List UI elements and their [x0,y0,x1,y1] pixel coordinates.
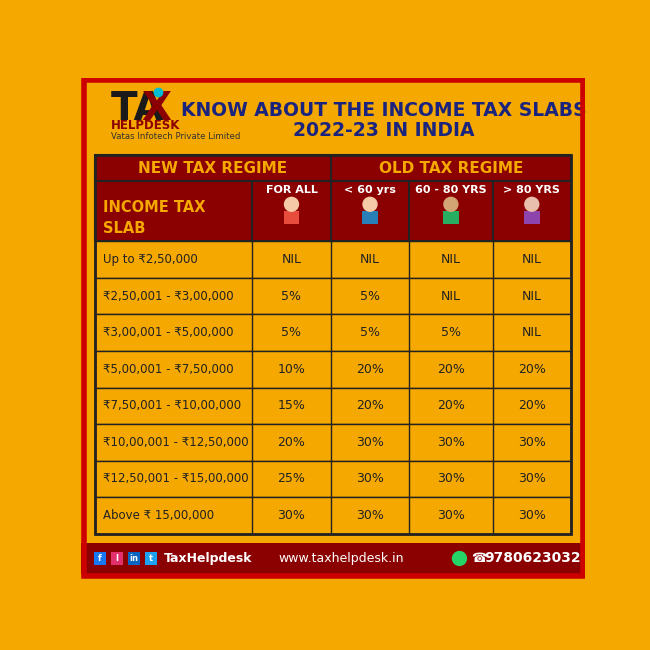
Text: 30%: 30% [356,473,384,486]
Text: www.taxhelpdesk.in: www.taxhelpdesk.in [279,552,404,565]
Bar [111,552,123,565]
Text: NIL: NIL [441,290,461,303]
Text: > 80 YRS: > 80 YRS [503,185,560,194]
Text: HELPDESK: HELPDESK [111,119,180,132]
Text: OLD TAX REGIME: OLD TAX REGIME [379,161,523,176]
Text: 10%: 10% [278,363,306,376]
Text: ₹12,50,001 - ₹15,00,000: ₹12,50,001 - ₹15,00,000 [103,473,248,486]
Circle shape [363,198,377,211]
Text: < 60 yrs: < 60 yrs [344,185,396,194]
Circle shape [444,198,458,211]
Bar [95,278,571,315]
Text: KNOW ABOUT THE INCOME TAX SLABS: KNOW ABOUT THE INCOME TAX SLABS [181,101,586,120]
Text: 2022-23 IN INDIA: 2022-23 IN INDIA [292,121,474,140]
Text: NIL: NIL [522,290,542,303]
Text: FOR ALL: FOR ALL [266,185,317,194]
Bar [81,543,585,574]
Text: 9780623032: 9780623032 [484,551,581,566]
Text: 20%: 20% [437,363,465,376]
Text: w: w [456,554,463,563]
Text: NIL: NIL [281,253,302,266]
Text: 20%: 20% [518,363,546,376]
Bar [95,461,571,497]
Text: 20%: 20% [437,399,465,412]
Text: 60 - 80 YRS: 60 - 80 YRS [415,185,487,194]
Bar [95,387,571,424]
Text: NEW TAX REGIME: NEW TAX REGIME [138,161,287,176]
Bar [362,211,378,224]
Circle shape [285,198,298,211]
Text: ₹2,50,001 - ₹3,00,000: ₹2,50,001 - ₹3,00,000 [103,290,233,303]
Text: 30%: 30% [437,473,465,486]
Text: ₹5,00,001 - ₹7,50,000: ₹5,00,001 - ₹7,50,000 [103,363,233,376]
Bar [95,181,571,241]
Text: Up to ₹2,50,000: Up to ₹2,50,000 [103,253,198,266]
Text: Above ₹ 15,00,000: Above ₹ 15,00,000 [103,509,214,522]
Text: 20%: 20% [278,436,306,449]
Circle shape [525,198,539,211]
Text: 30%: 30% [356,509,384,522]
Bar [443,211,459,224]
Text: INCOME TAX
SLAB: INCOME TAX SLAB [103,200,205,237]
Text: ₹7,50,001 - ₹10,00,000: ₹7,50,001 - ₹10,00,000 [103,399,241,412]
Text: in: in [129,554,138,563]
Text: 30%: 30% [356,436,384,449]
Bar [95,241,571,278]
Bar [524,211,539,224]
Bar [145,552,157,565]
Text: 15%: 15% [278,399,306,412]
Bar [95,497,571,534]
Bar [95,351,571,387]
Text: NIL: NIL [441,253,461,266]
Text: 5%: 5% [360,326,380,339]
Text: 5%: 5% [281,290,302,303]
Bar [128,552,140,565]
Text: 20%: 20% [356,399,384,412]
Text: ₹3,00,001 - ₹5,00,000: ₹3,00,001 - ₹5,00,000 [103,326,233,339]
Text: X: X [142,90,172,128]
Text: NIL: NIL [360,253,380,266]
Bar [284,211,299,224]
Text: 5%: 5% [360,290,380,303]
Text: t: t [149,554,153,563]
Bar [95,315,571,351]
Text: TaxHelpdesk: TaxHelpdesk [163,552,252,565]
Text: NIL: NIL [522,253,542,266]
Text: 5%: 5% [441,326,461,339]
Text: ☎: ☎ [471,552,487,565]
Bar [94,552,106,565]
Text: 30%: 30% [437,509,465,522]
Text: NIL: NIL [522,326,542,339]
Text: 30%: 30% [278,509,306,522]
Text: TA: TA [111,90,164,128]
Text: 30%: 30% [518,509,546,522]
Bar [95,424,571,461]
Bar [95,155,571,534]
Text: 30%: 30% [437,436,465,449]
Text: 25%: 25% [278,473,306,486]
Text: Vatas Infotech Private Limited: Vatas Infotech Private Limited [111,132,240,141]
Text: I: I [116,554,118,563]
Text: f: f [98,554,101,563]
Circle shape [452,552,467,566]
Text: 5%: 5% [281,326,302,339]
Text: 20%: 20% [518,399,546,412]
Text: 30%: 30% [518,436,546,449]
Text: 30%: 30% [518,473,546,486]
Text: 20%: 20% [356,363,384,376]
Text: ₹10,00,001 - ₹12,50,000: ₹10,00,001 - ₹12,50,000 [103,436,248,449]
Bar [95,155,571,181]
